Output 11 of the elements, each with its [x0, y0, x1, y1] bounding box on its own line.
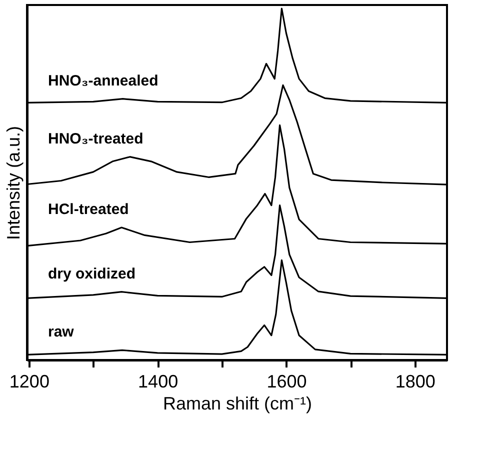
- series-label: raw: [48, 324, 74, 341]
- x-tick-label: 1600: [266, 372, 307, 392]
- x-tick-label: 1800: [395, 372, 436, 392]
- series-label: HNO₃-treated: [48, 130, 144, 148]
- series-label: HNO₃-annealed: [48, 72, 158, 90]
- series-label: HCl-treated: [48, 200, 129, 218]
- x-axis-title: Raman shift (cm⁻¹): [162, 394, 312, 414]
- y-axis-title: Intensity (a.u.): [4, 126, 24, 240]
- x-tick-label: 1200: [9, 372, 50, 392]
- x-tick-label: 1400: [138, 372, 178, 392]
- series-label: dry oxidized: [48, 265, 136, 282]
